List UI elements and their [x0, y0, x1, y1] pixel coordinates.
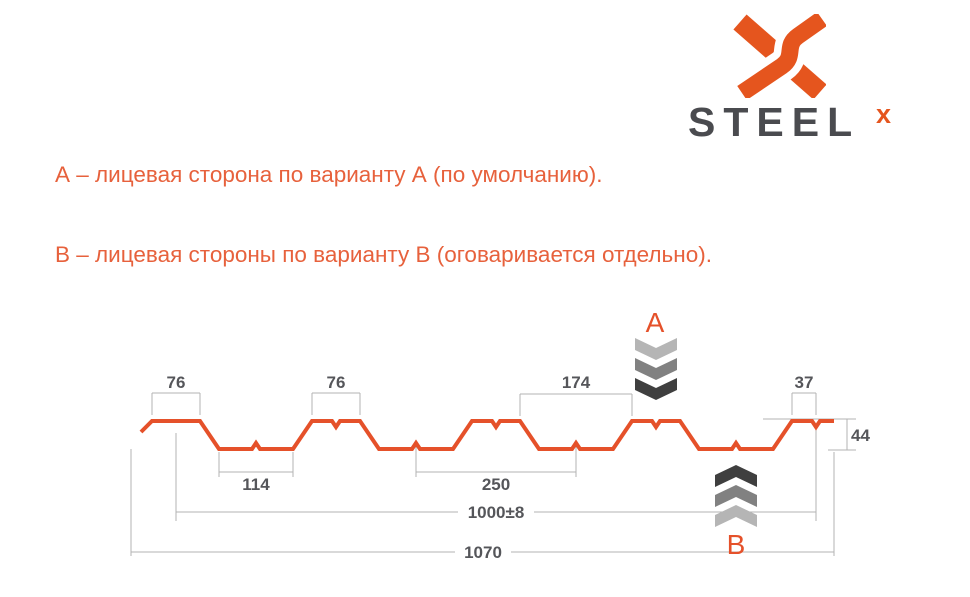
face-a-label: A [646, 307, 665, 338]
brand-name: STEEL [688, 99, 861, 145]
brand-superscript-x: x [876, 99, 892, 129]
dim-profile-height: 44 [851, 426, 870, 445]
face-a-arrow: A [635, 307, 677, 400]
dim-working-width: 1000±8 [468, 503, 525, 522]
dim-edge-flat: 37 [795, 373, 814, 392]
steelx-logo-mark [733, 14, 826, 98]
dim-rib-pitch: 250 [482, 475, 510, 494]
dim-top-flat-mid: 76 [327, 373, 346, 392]
face-b-chevron-1 [715, 465, 757, 487]
dim-valley-opening: 174 [562, 373, 591, 392]
note-line-b: B – лицевая стороны по варианту B (огова… [55, 242, 712, 267]
note-line-a: А – лицевая сторона по варианту А (по ум… [55, 162, 603, 187]
face-a-chevron-2 [635, 358, 677, 380]
face-a-chevron-1 [635, 338, 677, 360]
dim-bottom-flat: 114 [242, 475, 270, 494]
logo-s-stroke [737, 14, 826, 98]
face-b-chevron-2 [715, 485, 757, 507]
face-a-chevron-3 [635, 378, 677, 400]
face-b-arrow: B [715, 465, 757, 560]
dim-overall-width: 1070 [464, 543, 502, 562]
face-b-label: B [727, 529, 746, 560]
profile-outline [139, 419, 834, 451]
dim-top-flat-left: 76 [167, 373, 186, 392]
dimension-lines [130, 392, 856, 556]
face-b-chevron-3 [715, 505, 757, 527]
